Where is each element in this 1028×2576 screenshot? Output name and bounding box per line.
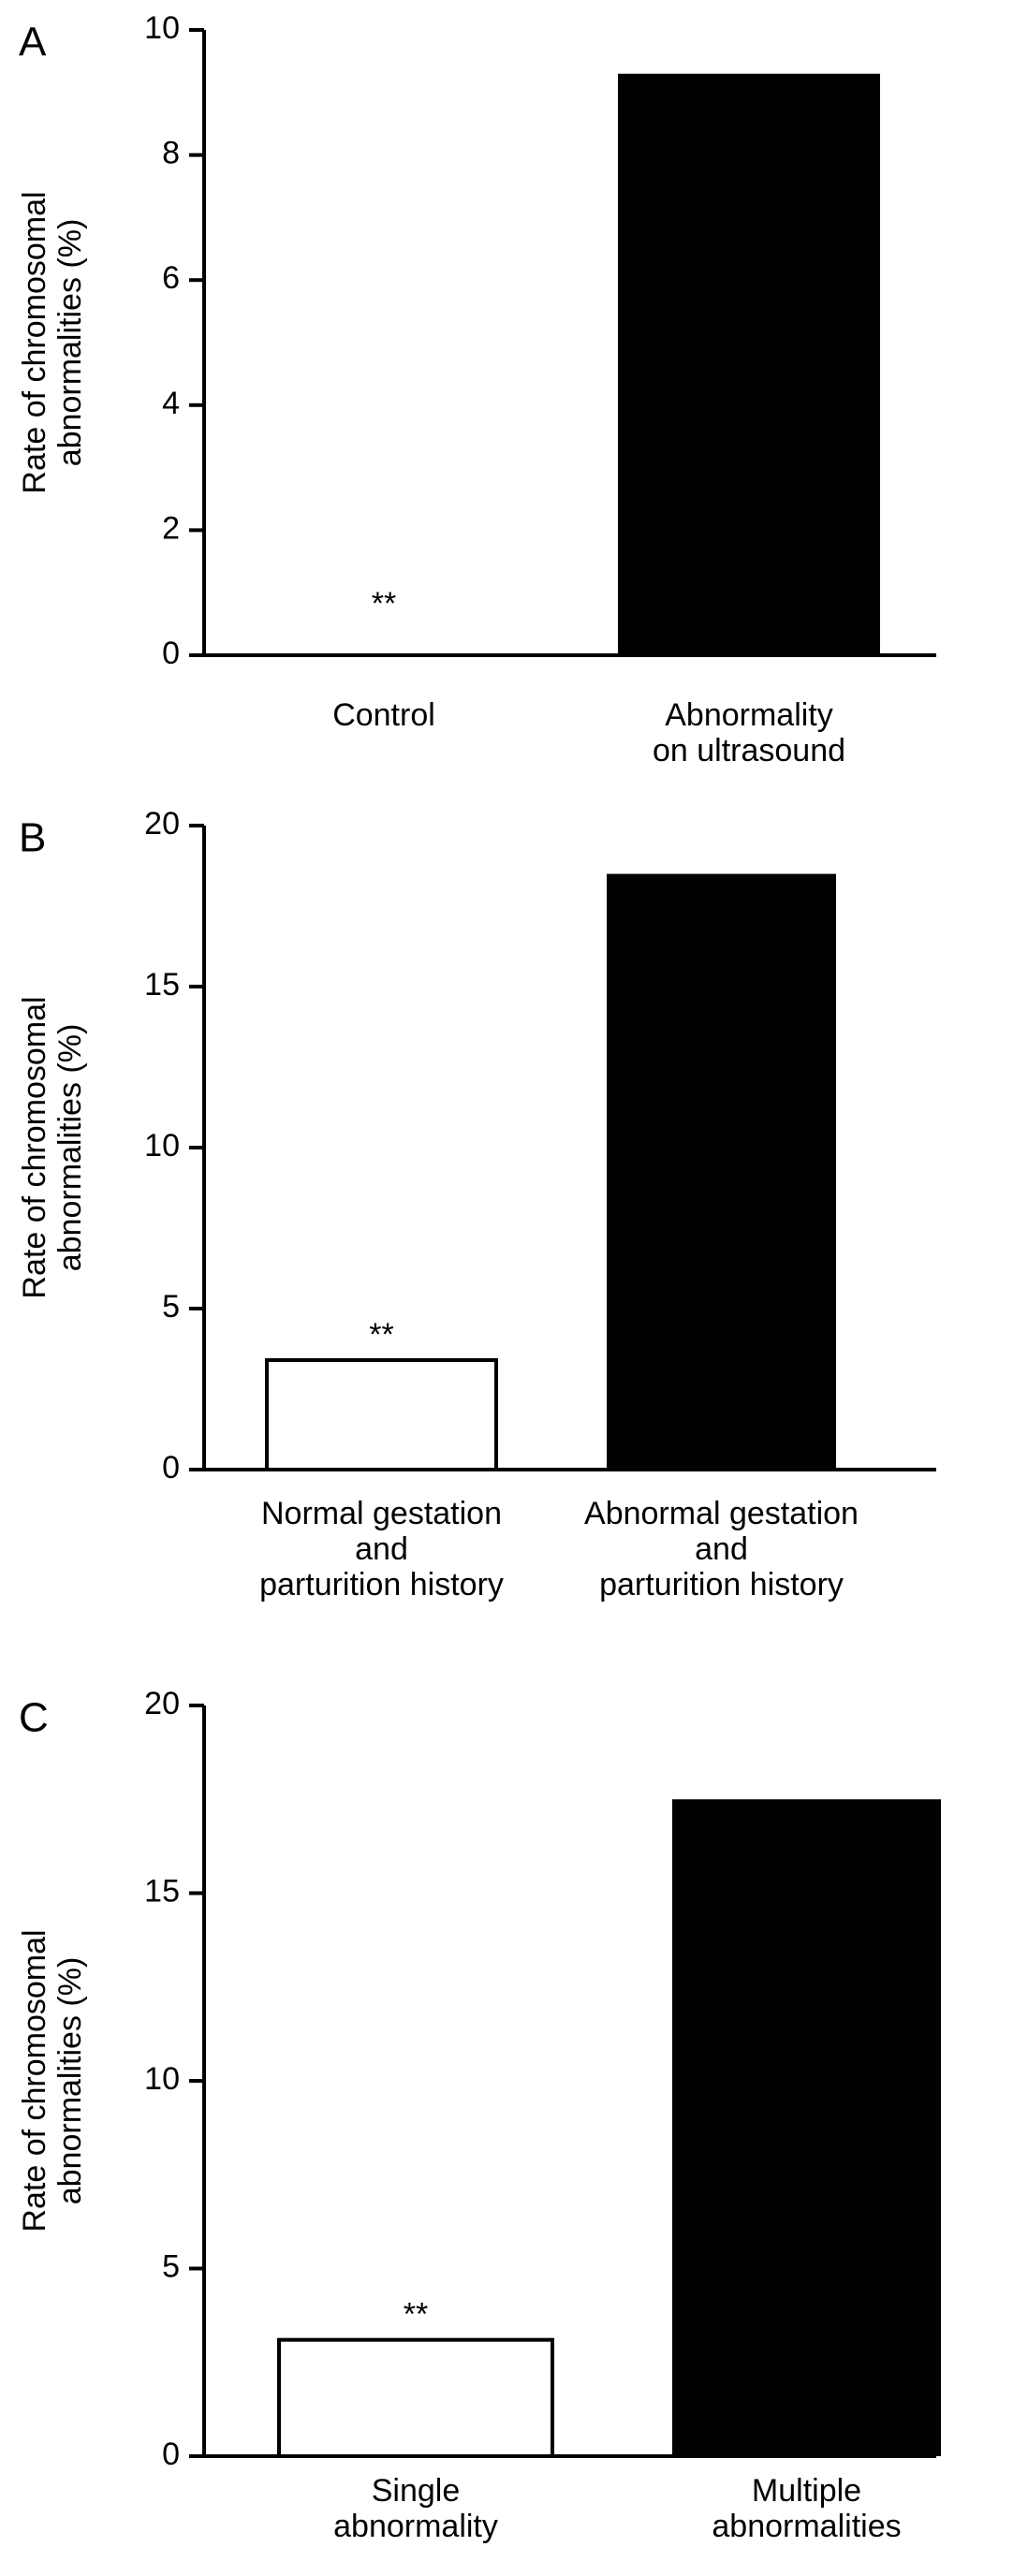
panel-letter-c: C — [19, 1695, 49, 1741]
bar-c-2 — [672, 1799, 941, 2456]
x-category-label-c-2: Multiple abnormalities — [712, 2473, 901, 2544]
y-tick-label: 15 — [144, 1873, 180, 1909]
y-tick-label: 20 — [144, 806, 180, 842]
y-axis-label-line: Rate of chromosomal — [17, 191, 52, 493]
y-axis-label-line: Rate of chromosomal — [17, 1929, 52, 2232]
bar-a-2 — [618, 73, 880, 655]
y-tick-label: 0 — [162, 1450, 180, 1486]
significance-label: ** — [372, 586, 396, 622]
y-tick-label: 6 — [162, 260, 180, 296]
y-tick-label: 0 — [162, 636, 180, 671]
x-category-label-c-1: Single abnormality — [333, 2473, 498, 2544]
y-tick-label: 8 — [162, 136, 180, 171]
x-category-label-line: parturition history — [259, 1567, 504, 1603]
y-axis-label-line: abnormalities (%) — [52, 1957, 88, 2205]
y-tick-label: 4 — [162, 386, 180, 421]
y-axis-label-c: Rate of chromosomalabnormalities (%) — [17, 1929, 88, 2232]
significance-label: ** — [369, 1317, 393, 1353]
x-category-label-b-2: Abnormal gestation and parturition history — [584, 1496, 859, 1603]
x-category-label-line: and — [355, 1531, 408, 1567]
bar-b-2 — [607, 873, 836, 1470]
y-axis-label-b: Rate of chromosomalabnormalities (%) — [17, 996, 88, 1298]
panel-letter-a: A — [19, 20, 47, 66]
x-category-label-line: Abnormal gestation — [584, 1496, 859, 1531]
x-category-label-line: Single — [372, 2473, 461, 2509]
y-axis-label-line: abnormalities (%) — [52, 1024, 88, 1272]
panel-a: A Rate of chromosomalabnormalities (%) ** 0… — [17, 10, 936, 768]
x-category-label-b-1: Normal gestation and parturition history — [259, 1496, 504, 1603]
y-tick-label: 10 — [144, 2061, 180, 2097]
x-category-label-line: parturition history — [599, 1567, 844, 1603]
x-category-label-a-1: Control — [332, 697, 435, 733]
x-category-label-a-2: Abnormality on ultrasound — [653, 697, 845, 768]
y-tick-label: 10 — [144, 10, 180, 46]
panel-c: C Rate of chromosomalabnormalities (%) ** 0… — [17, 1686, 941, 2544]
y-tick-label: 5 — [162, 1289, 180, 1325]
x-category-label-line: abnormality — [333, 2509, 498, 2544]
panel-b: B Rate of chromosomalabnormalities (%) ** 0… — [17, 806, 936, 1603]
bar-b-1 — [265, 1358, 498, 1472]
y-tick-label: 20 — [144, 1686, 180, 1721]
x-category-label-line: Abnormality — [665, 697, 833, 733]
x-category-label-line: on ultrasound — [653, 733, 845, 768]
x-category-label-line: Normal gestation — [261, 1496, 502, 1531]
y-axis-label-a: Rate of chromosomalabnormalities (%) — [17, 191, 88, 493]
x-category-label-line: abnormalities — [712, 2509, 901, 2544]
y-tick-label: 5 — [162, 2248, 180, 2284]
bar-c-1 — [277, 2337, 554, 2458]
panel-letter-b: B — [19, 815, 46, 861]
y-tick-label: 15 — [144, 967, 180, 1003]
significance-label: ** — [404, 2297, 428, 2333]
y-axis-label-line: Rate of chromosomal — [17, 996, 52, 1298]
y-axis-label-line: abnormalities (%) — [52, 219, 88, 467]
x-category-label-line: Multiple — [752, 2473, 861, 2509]
x-category-label-line: and — [695, 1531, 748, 1567]
y-tick-label: 2 — [162, 510, 180, 546]
x-category-label-line: Control — [332, 697, 435, 733]
y-tick-label: 0 — [162, 2437, 180, 2472]
y-tick-label: 10 — [144, 1128, 180, 1164]
